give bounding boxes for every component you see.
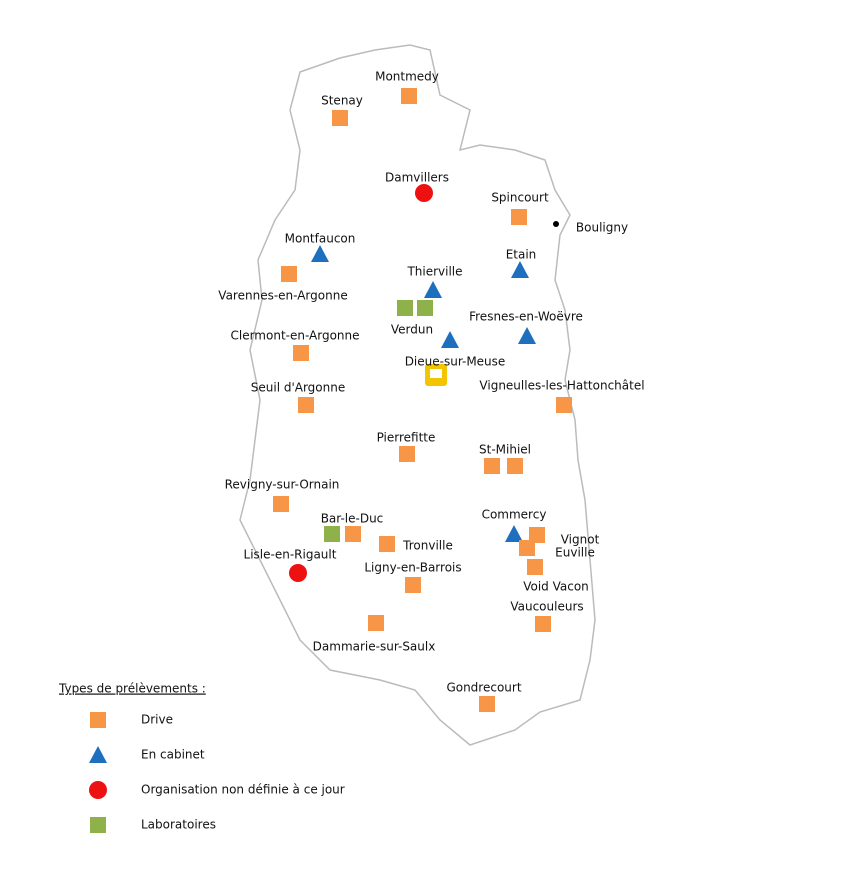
place-label: Revigny-sur-Ornain — [225, 478, 340, 492]
place-label: Euville — [555, 546, 595, 560]
place-label: Varennes-en-Argonne — [218, 289, 347, 303]
drive-marker — [529, 527, 545, 543]
cabinet-marker — [441, 331, 459, 348]
legend-label: En cabinet — [141, 748, 205, 762]
place-label: Verdun — [391, 323, 433, 337]
place-label: Vigneulles-les-Hattonchâtel — [479, 379, 644, 393]
lab-marker — [324, 526, 340, 542]
place-label: Stenay — [321, 94, 363, 108]
place-label: Gondrecourt — [446, 681, 521, 695]
drive-marker — [90, 712, 106, 728]
drive-marker — [519, 540, 535, 556]
place-label: Lisle-en-Rigault — [244, 548, 337, 562]
place-label: Montmedy — [375, 70, 439, 84]
drive-marker — [511, 209, 527, 225]
place-label: Vaucouleurs — [510, 600, 583, 614]
lab-marker — [417, 300, 433, 316]
place-label: Ligny-en-Barrois — [364, 561, 461, 575]
place-label: Fresnes-en-Woëvre — [469, 310, 583, 324]
drive-marker — [273, 496, 289, 512]
place-label: Pierrefitte — [377, 431, 436, 445]
place-label: Bouligny — [576, 221, 628, 235]
place-label: Thierville — [406, 265, 462, 279]
place-label: Commercy — [482, 508, 547, 522]
drive-marker — [484, 458, 500, 474]
town-dot — [553, 221, 559, 227]
legend-label: Organisation non définie à ce jour — [141, 783, 345, 797]
drive-marker — [368, 615, 384, 631]
drive-marker — [345, 526, 361, 542]
cabinet-marker — [89, 746, 107, 763]
place-label: Montfaucon — [285, 232, 356, 246]
place-label: Damvillers — [385, 171, 449, 185]
drive-marker — [379, 536, 395, 552]
legend-title: Types de prélèvements : — [58, 682, 206, 696]
drive-marker — [556, 397, 572, 413]
drive-marker — [332, 110, 348, 126]
drive-marker — [535, 616, 551, 632]
cabinet-marker — [505, 525, 523, 542]
place-label: Dieue-sur-Meuse — [405, 355, 506, 369]
drive-marker — [507, 458, 523, 474]
lab-marker — [397, 300, 413, 316]
drive-marker — [293, 345, 309, 361]
place-label: Etain — [506, 248, 537, 262]
place-label: Vignot — [561, 533, 600, 547]
cabinet-marker — [311, 245, 329, 262]
undefined-marker — [89, 781, 107, 799]
drive-marker — [405, 577, 421, 593]
drive-marker — [527, 559, 543, 575]
cabinet-marker — [518, 327, 536, 344]
comment-icon-inner — [430, 369, 442, 378]
undefined-marker — [415, 184, 433, 202]
undefined-marker — [289, 564, 307, 582]
place-label: Spincourt — [491, 191, 549, 205]
place-label: Seuil d'Argonne — [251, 381, 346, 395]
drive-marker — [281, 266, 297, 282]
place-label: Dammarie-sur-Saulx — [313, 640, 436, 654]
drive-marker — [399, 446, 415, 462]
department-outline — [239, 44, 596, 746]
drive-marker — [401, 88, 417, 104]
legend-label: Drive — [141, 713, 173, 727]
lab-marker — [90, 817, 106, 833]
cabinet-marker — [424, 281, 442, 298]
place-label: Tronville — [402, 539, 453, 553]
legend-label: Laboratoires — [141, 818, 216, 832]
place-label: Bar-le-Duc — [321, 512, 384, 526]
place-label: Clermont-en-Argonne — [230, 329, 359, 343]
place-label: St-Mihiel — [479, 443, 531, 457]
drive-marker — [479, 696, 495, 712]
cabinet-marker — [511, 261, 529, 278]
place-label: Void Vacon — [523, 580, 589, 594]
drive-marker — [298, 397, 314, 413]
